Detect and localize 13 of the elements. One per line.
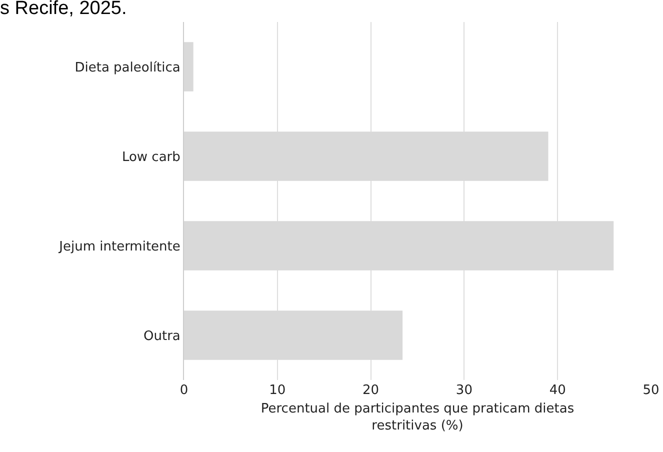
chart-title: s Recife, 2025. (0, 0, 127, 20)
x-axis-title: Percentual de participantes que praticam dietas restritivas (%) (260, 402, 574, 434)
y-tick-label: Outra (144, 328, 180, 344)
bar (184, 42, 194, 92)
x-tick-label: 10 (269, 383, 286, 398)
x-tick-label: 50 (642, 383, 660, 398)
x-tick-label: 0 (180, 383, 188, 398)
x-tick-label: 40 (549, 383, 566, 398)
y-tick-label: Low carb (122, 150, 180, 165)
y-tick-label: Dieta paleolítica (74, 60, 180, 76)
x-tick-label: 20 (362, 383, 380, 398)
y-tick-label: Jejum intermitente (58, 239, 180, 254)
x-tick-label: 30 (456, 383, 472, 398)
